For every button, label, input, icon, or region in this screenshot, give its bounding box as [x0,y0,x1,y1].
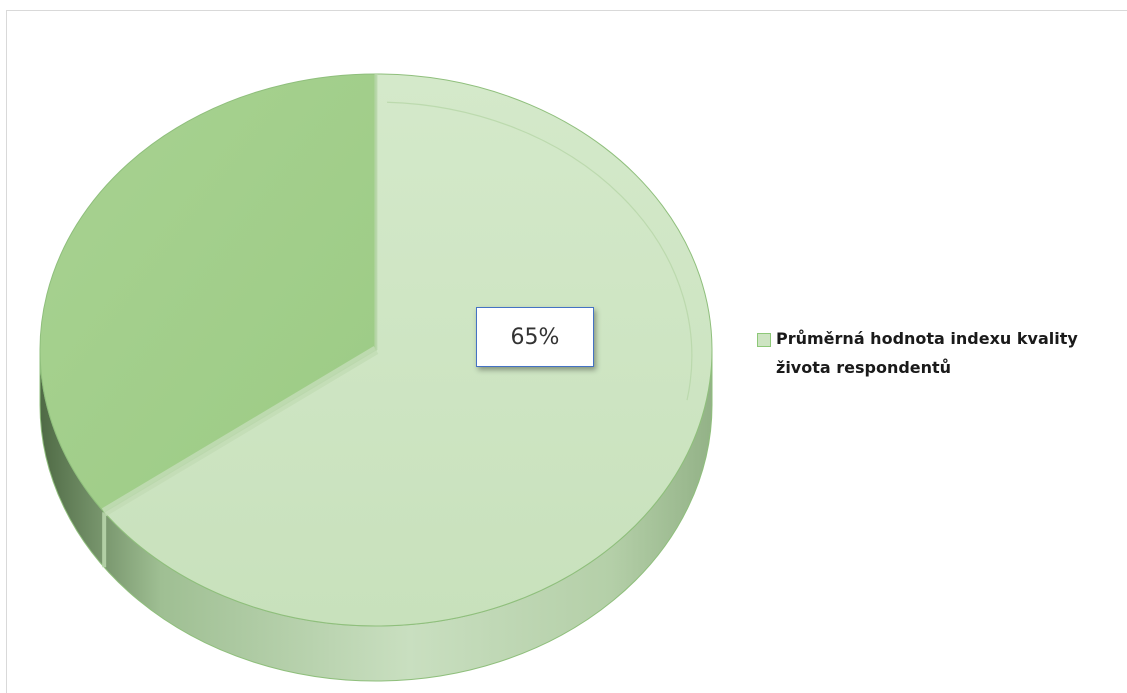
data-label-text: 65% [510,324,560,350]
pie-slice-main [103,73,713,627]
pie-top-seam [101,346,379,517]
pie-slice-remainder [39,73,377,513]
legend: Průměrná hodnota indexu kvality života r… [757,329,1127,382]
legend-swatch [757,333,771,347]
data-label: 65% [476,307,594,367]
chart-frame [6,10,1127,693]
legend-entry-label: Průměrná hodnota indexu kvality života r… [776,329,1078,377]
pie-bevel-highlight [387,101,693,401]
